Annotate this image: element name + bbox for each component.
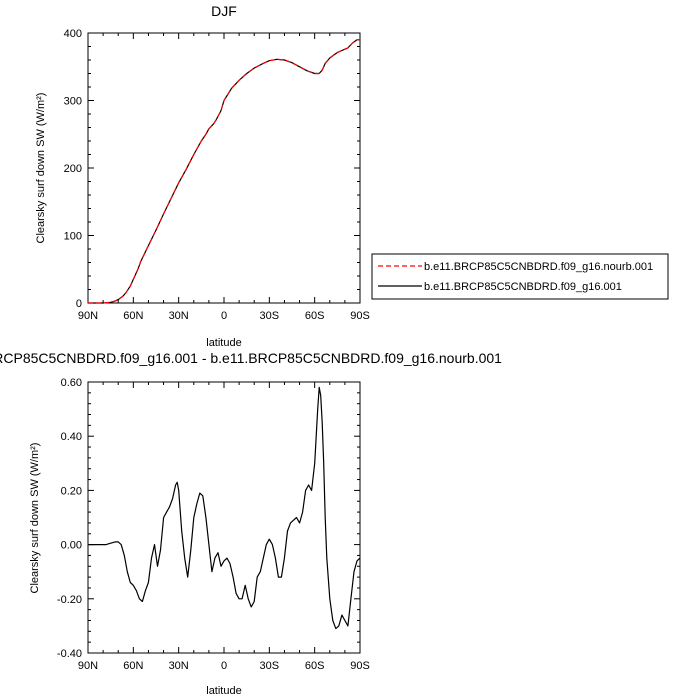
bottom-x-tick-label: 30S <box>260 660 280 672</box>
bottom-y-tick-label: 0.40 <box>61 431 82 443</box>
top-y-tick-label: 200 <box>64 163 82 175</box>
top-series-line-0 <box>88 39 360 304</box>
bottom-x-tick-label: 0 <box>221 660 227 672</box>
top-y-tick-label: 300 <box>64 96 82 108</box>
top-series-line-1 <box>88 39 360 304</box>
top-x-tick-label: 30S <box>260 310 280 322</box>
bottom-chart-series <box>88 386 361 630</box>
top-chart-series <box>88 39 360 304</box>
top-x-tick-label: 60N <box>123 310 143 322</box>
top-x-tick-label: 30N <box>169 310 189 322</box>
top-x-tick-label: 90S <box>350 310 370 322</box>
top-x-tick-label: 60S <box>305 310 325 322</box>
bottom-x-axis-label: latitude <box>206 685 241 697</box>
top-chart-panel: DJF 90N 60N 30N 0 30S 60S 90S 0 100 200 300 400 lat… <box>35 3 370 349</box>
bottom-x-tick-label: 60N <box>123 660 143 672</box>
top-chart-title: DJF <box>211 3 237 19</box>
bottom-y-tick-label: 0.20 <box>61 485 82 497</box>
bottom-series-line-0 <box>88 386 361 630</box>
top-y-tick-label: 100 <box>64 231 82 243</box>
top-y-tick-label: 400 <box>64 28 82 40</box>
legend-label-nourb: b.e11.BRCP85C5CNBDRD.f09_g16.nourb.001 <box>424 261 653 273</box>
bottom-x-tick-label: 90S <box>350 660 370 672</box>
top-chart-axes: 90N 60N 30N 0 30S 60S 90S 0 100 200 300 400 <box>64 28 370 322</box>
bottom-chart-title: b.e11.BRCP85C5CNBDRD.f09_g16.001 - b.e11… <box>0 350 502 366</box>
bottom-chart-axes: 90N 60N 30N 0 30S 60S 90S -0.40 -0.20 0.00 0.20 0.4… <box>57 377 370 672</box>
bottom-chart-panel: b.e11.BRCP85C5CNBDRD.f09_g16.001 - b.e11… <box>0 350 502 697</box>
bottom-x-tick-label: 60S <box>305 660 325 672</box>
top-x-axis-label: latitude <box>206 337 241 349</box>
bottom-plot-frame <box>87 381 361 654</box>
bottom-y-tick-label: 0.00 <box>61 540 82 552</box>
top-x-tick-label: 90N <box>78 310 98 322</box>
bottom-x-tick-label: 90N <box>78 660 98 672</box>
legend-box <box>371 253 669 300</box>
bottom-x-tick-label: 30N <box>169 660 189 672</box>
legend-label-control: b.e11.BRCP85C5CNBDRD.f09_g16.001 <box>424 281 622 293</box>
bottom-y-tick-label: -0.40 <box>57 648 82 660</box>
top-y-axis-label: Clearsky surf down SW (W/m²) <box>35 93 47 244</box>
bottom-y-tick-label: 0.60 <box>61 377 82 389</box>
bottom-y-tick-label: -0.20 <box>57 594 82 606</box>
top-x-tick-label: 0 <box>221 310 227 322</box>
bottom-y-axis-label: Clearsky surf down SW (W/m²) <box>29 443 41 594</box>
legend: b.e11.BRCP85C5CNBDRD.f09_g16.nourb.001 b… <box>371 253 669 300</box>
top-y-tick-label: 0 <box>76 298 82 310</box>
